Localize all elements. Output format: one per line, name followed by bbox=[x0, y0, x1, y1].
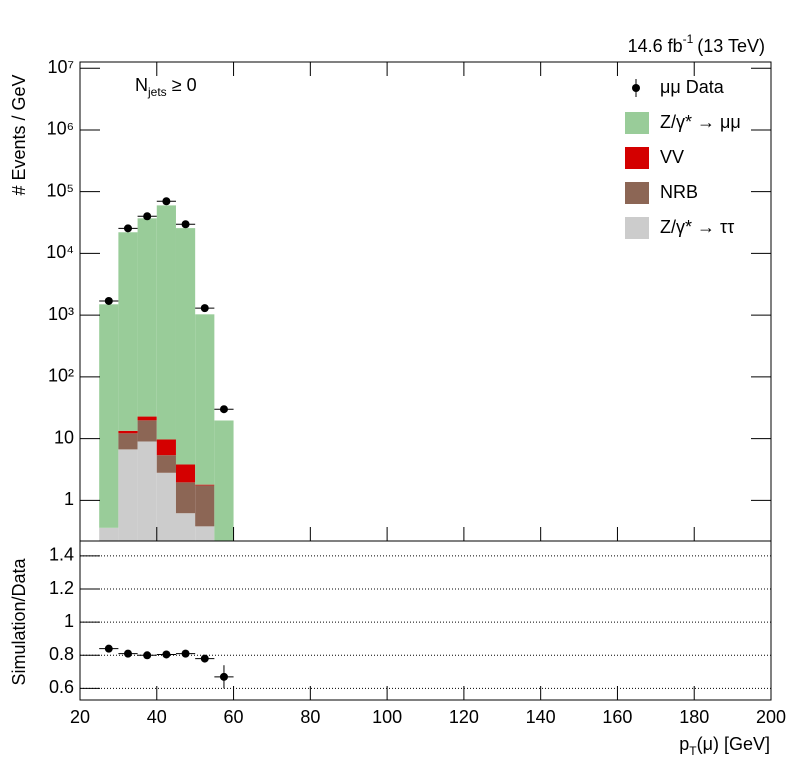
stack-bar bbox=[118, 449, 138, 541]
y-tick-label: 10⁵ bbox=[47, 180, 74, 200]
x-title-main: p bbox=[679, 734, 689, 754]
legend-label: μμ Data bbox=[660, 77, 725, 97]
stack-bar bbox=[137, 441, 157, 541]
stack-bar bbox=[175, 513, 196, 541]
stack-bar bbox=[99, 304, 119, 528]
ratio-point bbox=[181, 649, 190, 658]
stack-bar bbox=[156, 439, 176, 456]
stack-bar bbox=[195, 314, 215, 485]
y-tick-label: 1.4 bbox=[49, 545, 74, 565]
x-tick-label: 20 bbox=[70, 707, 90, 727]
ratio-point bbox=[143, 651, 152, 660]
legend-swatch bbox=[625, 182, 649, 204]
legend-swatch bbox=[625, 217, 649, 239]
legend-label: Z/γ* → ττ bbox=[660, 217, 734, 237]
legend-label: NRB bbox=[660, 182, 698, 202]
y-tick-label: 1.2 bbox=[49, 578, 74, 598]
data-point bbox=[104, 296, 113, 305]
data-point bbox=[162, 197, 171, 206]
legend-label: Z/γ* → μμ bbox=[660, 112, 741, 132]
x-tick-label: 40 bbox=[147, 707, 167, 727]
data-point bbox=[200, 304, 209, 313]
ratio-y-axis-title: Simulation/Data bbox=[9, 557, 29, 685]
stack-bar bbox=[175, 464, 196, 483]
legend-swatch bbox=[625, 147, 649, 169]
stack-bar bbox=[137, 420, 157, 442]
x-tick-label: 140 bbox=[526, 707, 556, 727]
x-axis-title: pT(μ) [GeV] bbox=[679, 734, 770, 758]
legend: μμ Data Z/γ* → μμ VV NRB Z/γ* → ττ bbox=[625, 77, 741, 239]
x-tick-label: 60 bbox=[224, 707, 244, 727]
ratio-point bbox=[219, 672, 228, 681]
lumi-sup: -1 bbox=[683, 32, 694, 46]
data-point bbox=[181, 220, 190, 229]
y-axis-title: # Events / GeV bbox=[9, 74, 29, 195]
y-tick-label: 10⁶ bbox=[47, 119, 74, 139]
frame bbox=[79, 540, 772, 701]
ratio-point bbox=[162, 650, 171, 659]
x-tick-label: 160 bbox=[602, 707, 632, 727]
ratio-point bbox=[123, 649, 132, 658]
stack-bar bbox=[137, 218, 157, 417]
lumi-rest: (13 TeV) bbox=[697, 36, 765, 56]
lumi-main: 14.6 fb bbox=[628, 36, 683, 56]
ratio-point bbox=[200, 654, 209, 663]
x-tick-label: 180 bbox=[679, 707, 709, 727]
y-tick-label: 10² bbox=[48, 366, 74, 386]
y-tick-label: 1 bbox=[64, 611, 74, 631]
legend-label: VV bbox=[660, 147, 684, 167]
stack-bar bbox=[175, 228, 196, 465]
x-tick-label: 80 bbox=[300, 707, 320, 727]
stack-bar bbox=[118, 232, 138, 431]
stack-bar bbox=[118, 433, 138, 450]
x-tick-label: 200 bbox=[756, 707, 786, 727]
stack-bar bbox=[195, 485, 215, 527]
y-tick-label: 10⁷ bbox=[47, 57, 74, 77]
stack-bar bbox=[195, 484, 215, 486]
stack-bar bbox=[214, 420, 234, 541]
data-point bbox=[219, 405, 228, 414]
stack-bar bbox=[99, 527, 119, 541]
stack-bar bbox=[137, 416, 157, 421]
annotation: Njets ≥ 0 bbox=[135, 75, 197, 99]
stack-bar bbox=[156, 205, 176, 440]
y-tick-label: 0.6 bbox=[49, 677, 74, 697]
x-tick-label: 100 bbox=[372, 707, 402, 727]
stack-bar bbox=[156, 472, 176, 541]
y-tick-label: 0.8 bbox=[49, 644, 74, 664]
annotation-main: N bbox=[135, 75, 148, 95]
annotation-sub: jets bbox=[147, 85, 167, 99]
ratio-point bbox=[104, 644, 113, 653]
x-title-rest: (μ) [GeV] bbox=[697, 734, 770, 754]
legend-swatch bbox=[625, 112, 649, 134]
lumi: 14.6 fb-1 (13 TeV) bbox=[628, 32, 765, 56]
stack-bar bbox=[175, 482, 196, 514]
stack-bar bbox=[156, 455, 176, 473]
stack-bar bbox=[118, 430, 138, 434]
y-tick-label: 10 bbox=[54, 427, 74, 447]
y-tick-label: 10³ bbox=[48, 304, 74, 324]
x-tick-label: 120 bbox=[449, 707, 479, 727]
data-point bbox=[123, 224, 132, 233]
annotation-rest: ≥ 0 bbox=[172, 75, 197, 95]
x-title-sub: T bbox=[689, 744, 697, 758]
y-tick-label: 10⁴ bbox=[46, 242, 74, 262]
stack-bar bbox=[195, 526, 215, 541]
y-tick-label: 1 bbox=[64, 489, 74, 509]
legend-marker bbox=[632, 84, 640, 92]
data-point bbox=[143, 212, 152, 221]
